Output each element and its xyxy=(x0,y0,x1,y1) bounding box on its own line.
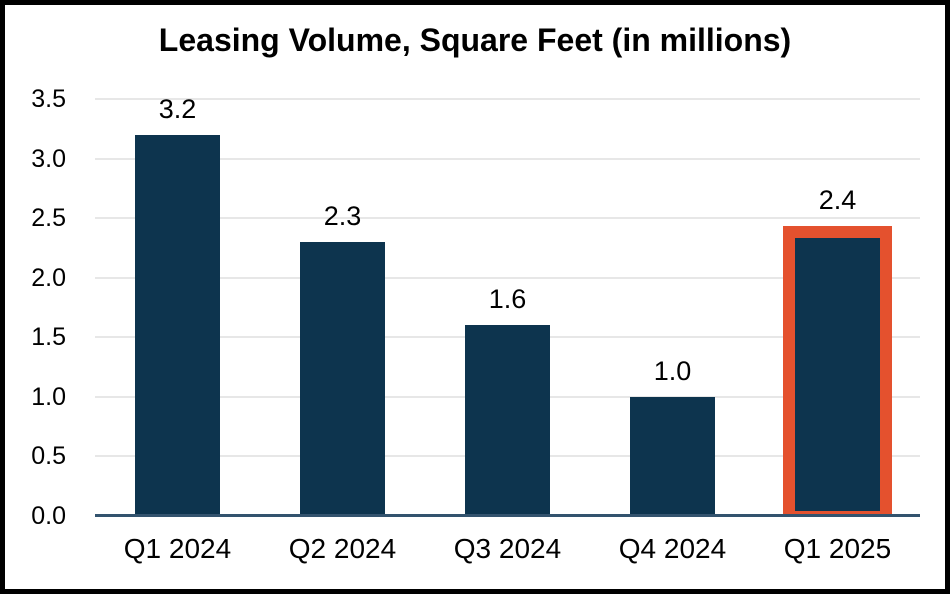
chart-title: Leasing Volume, Square Feet (in millions… xyxy=(158,22,792,58)
x-tick-label: Q2 2024 xyxy=(288,533,397,564)
gridline xyxy=(95,98,920,100)
gridline xyxy=(95,276,920,279)
y-tick-label: 1.0 xyxy=(31,382,66,411)
bar-value-label: 2.4 xyxy=(818,185,857,216)
y-tick-label: 3.5 xyxy=(31,85,66,113)
x-tick-label: Q4 2024 xyxy=(618,533,727,564)
x-tick-label: Q1 2024 xyxy=(123,533,232,564)
bar-q1-2025 xyxy=(795,230,880,516)
bar-value-label: 3.2 xyxy=(158,93,197,124)
y-tick-label: 3.0 xyxy=(31,144,66,173)
y-tick-label: 2.0 xyxy=(31,263,66,292)
y-tick-label: 0.0 xyxy=(31,502,66,530)
highlight-outline xyxy=(783,226,892,516)
x-tick-label: Q1 2025 xyxy=(783,533,892,564)
x-axis-line xyxy=(95,514,920,517)
y-tick-label: 2.5 xyxy=(31,204,66,233)
bar-q3-2024 xyxy=(465,325,550,516)
gridline xyxy=(95,157,920,160)
bar-q2-2024 xyxy=(300,241,385,516)
bar-q4-2024 xyxy=(630,396,715,516)
plot-area: 3.2 2.3 1.6 1.0 2.4 xyxy=(95,94,920,517)
x-tick-label: Q3 2024 xyxy=(453,533,562,564)
bar-q1-2024 xyxy=(135,134,220,516)
bar-value-label: 2.3 xyxy=(323,200,362,231)
y-tick-label: 1.5 xyxy=(31,323,66,352)
gridline xyxy=(95,217,920,220)
y-tick-label: 0.5 xyxy=(31,442,66,471)
bar-value-label: 1.6 xyxy=(488,284,527,315)
bar-value-label: 1.0 xyxy=(653,355,692,386)
